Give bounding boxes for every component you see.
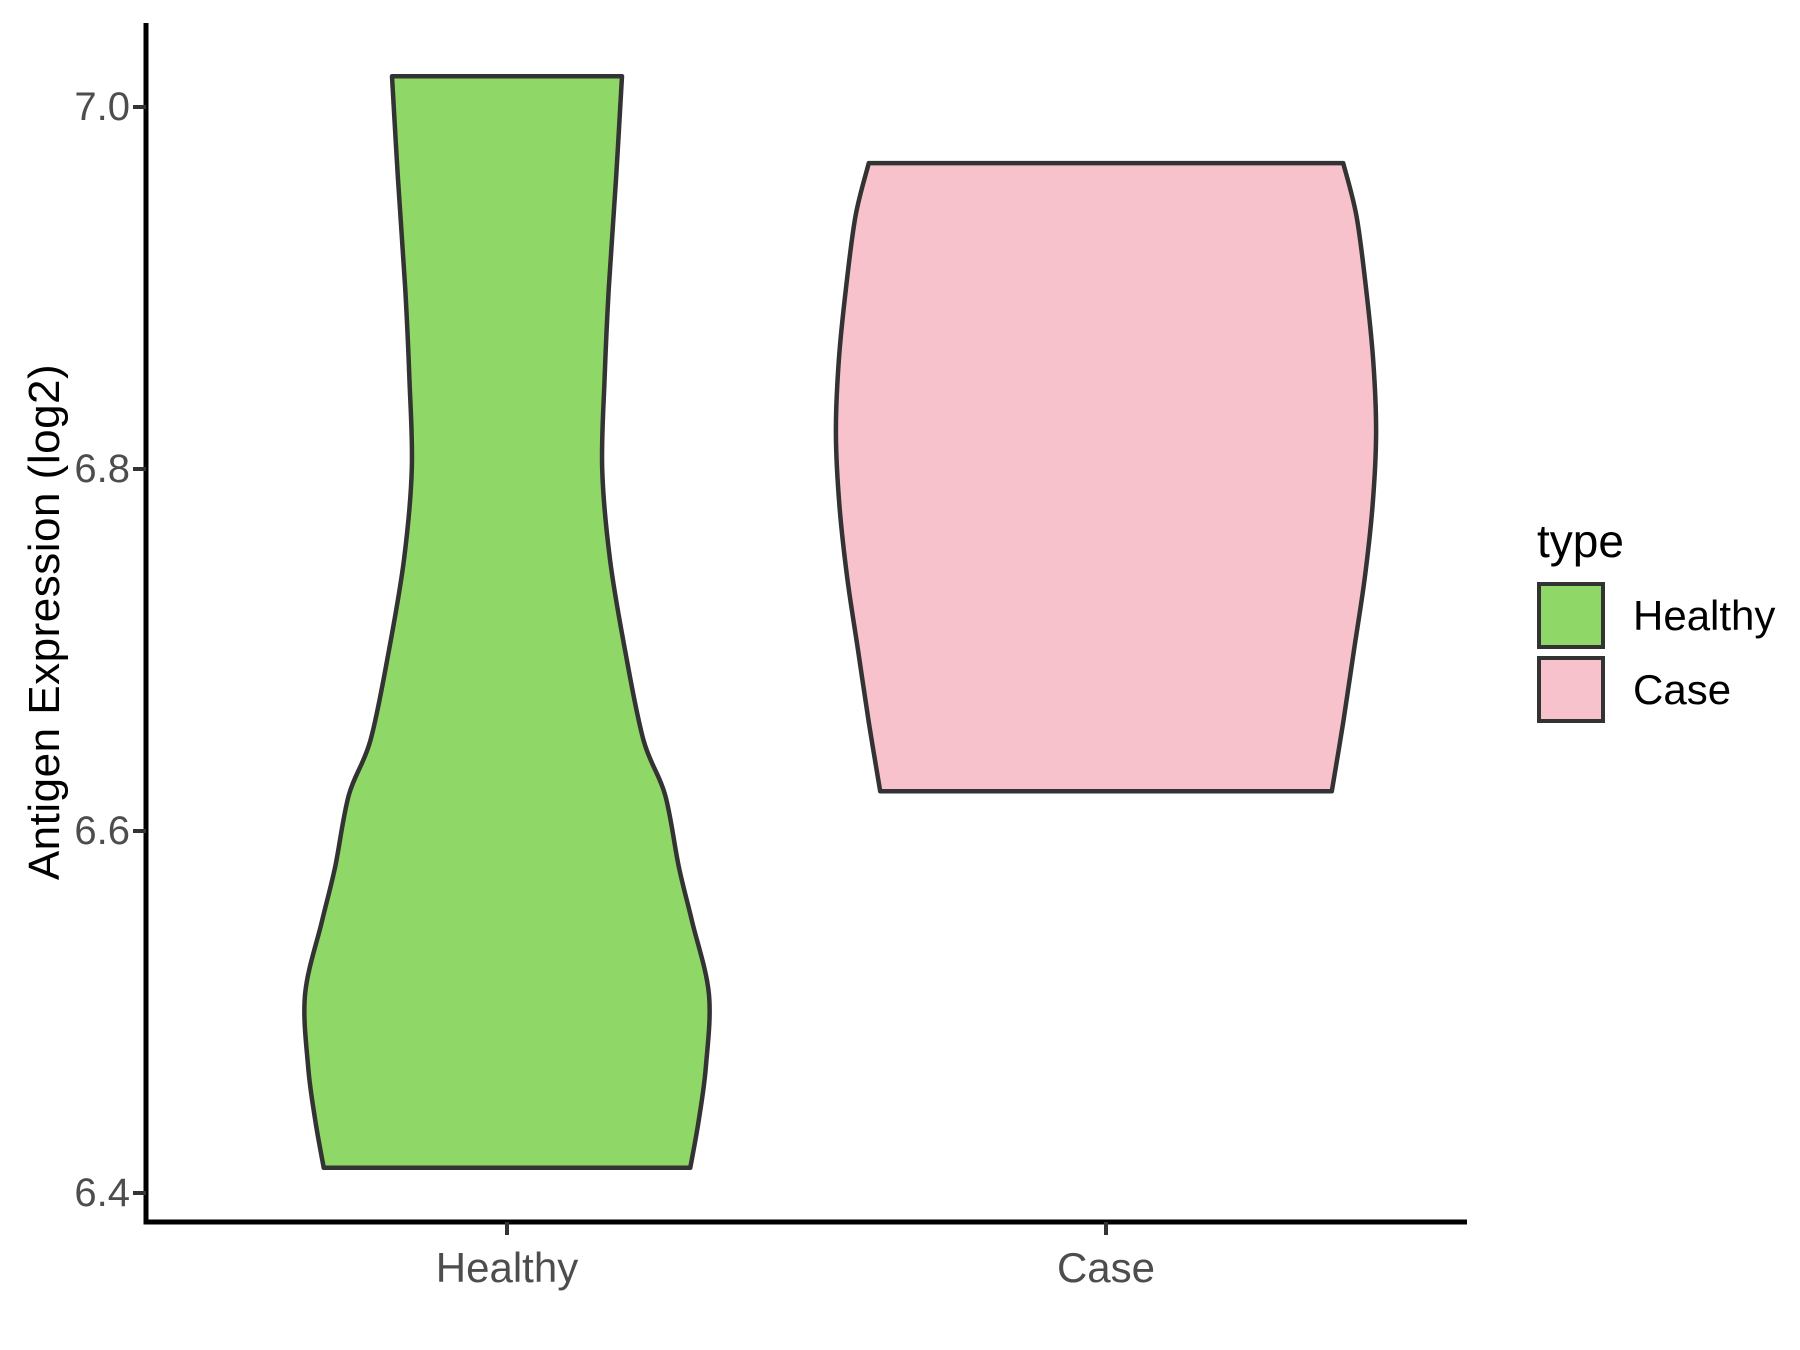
y-tick-label: 6.4 bbox=[74, 1171, 130, 1215]
legend-entry-case: Case bbox=[1537, 656, 1775, 723]
legend-entry-healthy: Healthy bbox=[1537, 582, 1775, 649]
y-tick-label: 7.0 bbox=[74, 85, 130, 129]
x-tick-label-healthy: Healthy bbox=[435, 1244, 579, 1291]
y-axis-title: Antigen Expression (log2) bbox=[20, 363, 69, 881]
violin-case bbox=[833, 160, 1379, 794]
legend-label-case: Case bbox=[1633, 665, 1732, 713]
y-tick-label: 6.8 bbox=[74, 447, 130, 491]
x-tick-label-case: Case bbox=[1056, 1244, 1156, 1291]
legend-title: type bbox=[1537, 515, 1624, 567]
legend-key-case-swatch bbox=[1537, 656, 1605, 723]
legend-label-healthy: Healthy bbox=[1633, 591, 1776, 639]
legend-key-healthy-swatch bbox=[1537, 582, 1605, 649]
violin-healthy bbox=[302, 73, 712, 1170]
y-tick-label: 6.6 bbox=[74, 809, 130, 853]
legend: type Healthy Case bbox=[1537, 514, 1775, 730]
